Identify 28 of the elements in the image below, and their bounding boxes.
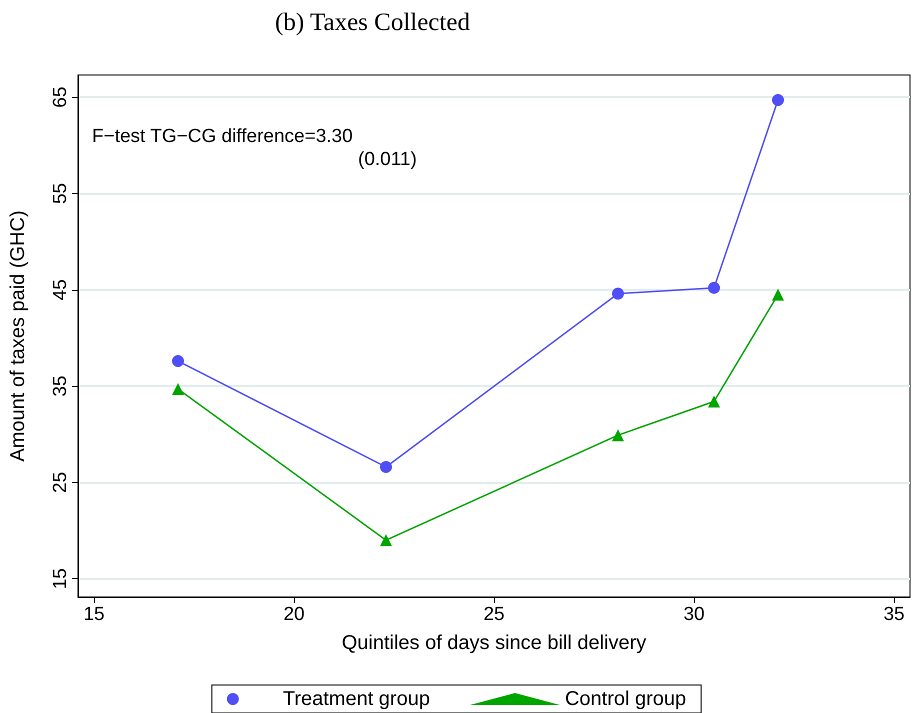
y-axis-title: Amount of taxes paid (GHC): [7, 210, 29, 462]
y-tick-label: 15: [50, 568, 71, 590]
x-tick-label: 25: [483, 604, 505, 625]
x-tick-label: 15: [83, 604, 105, 625]
y-tick-label: 55: [50, 182, 71, 204]
point: [612, 429, 624, 442]
point: [708, 395, 720, 408]
point: [172, 355, 184, 368]
annotation: F−test TG−CG difference=3.30: [92, 126, 353, 147]
annotation: (0.011): [358, 149, 417, 170]
point: [612, 288, 624, 300]
y-tick-label: 35: [50, 376, 71, 397]
legend-label: Treatment group: [282, 688, 430, 710]
y-tick-label: 65: [50, 86, 71, 108]
x-tick-label: 20: [283, 604, 305, 625]
legend-label: Control group: [564, 688, 686, 710]
x-tick-label: 30: [683, 604, 705, 625]
point: [708, 282, 720, 294]
y-tick-label: 25: [50, 472, 71, 493]
point: [772, 94, 784, 106]
y-tick-label: 45: [50, 279, 71, 300]
chart-title: (b) Taxes Collected: [275, 9, 470, 36]
x-axis-title: Quintiles of days since bill delivery: [342, 632, 646, 654]
point: [172, 382, 184, 395]
point: [772, 288, 784, 301]
point: [380, 534, 392, 546]
point: [380, 460, 392, 473]
x-tick-label: 35: [883, 604, 905, 625]
